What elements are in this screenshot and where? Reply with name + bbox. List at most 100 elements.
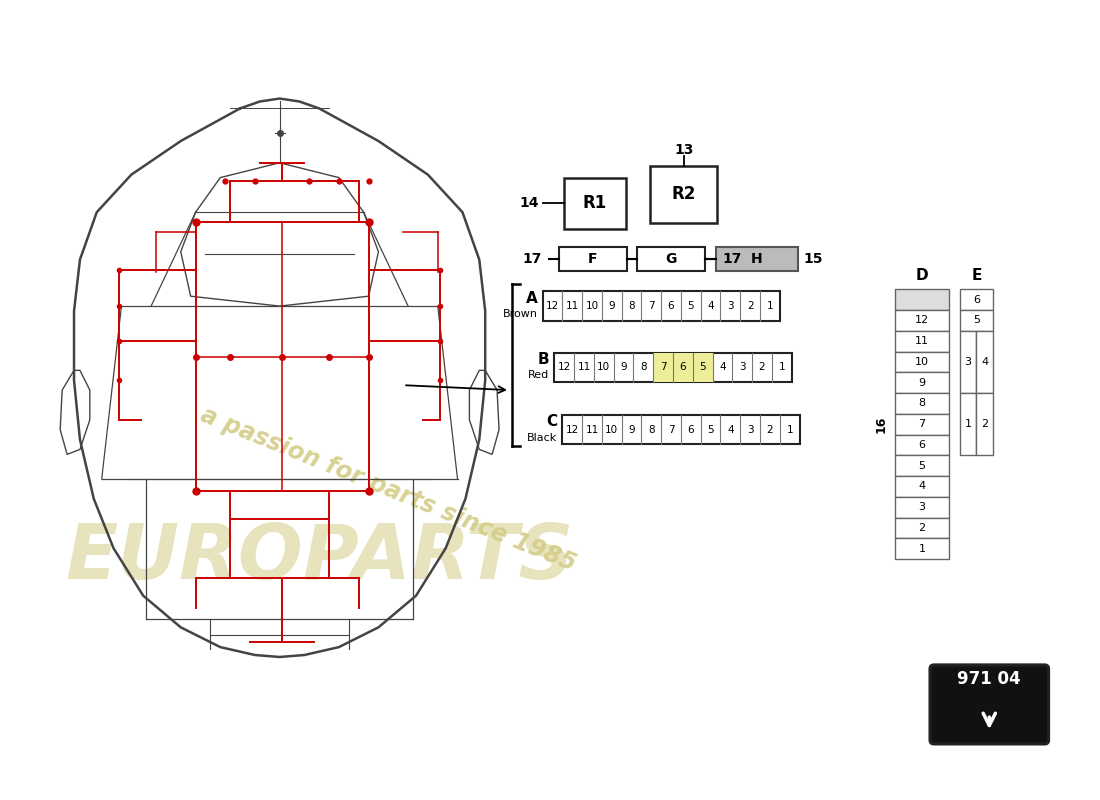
FancyBboxPatch shape [564,178,626,229]
Text: R2: R2 [672,186,696,203]
Text: 10: 10 [597,362,611,372]
Text: 4: 4 [981,357,989,367]
FancyBboxPatch shape [895,434,949,455]
Text: 12: 12 [565,425,579,434]
FancyBboxPatch shape [895,290,949,310]
FancyBboxPatch shape [716,246,798,270]
Text: 10: 10 [915,357,930,367]
Text: 9: 9 [918,378,925,388]
Text: a passion for parts since 1985: a passion for parts since 1985 [197,402,580,575]
FancyBboxPatch shape [959,310,993,331]
FancyBboxPatch shape [895,538,949,559]
Text: C: C [547,414,558,430]
FancyBboxPatch shape [637,246,705,270]
Text: E: E [971,268,981,283]
Text: 3: 3 [965,357,971,367]
FancyBboxPatch shape [693,353,713,382]
Text: 6: 6 [680,362,686,372]
FancyBboxPatch shape [959,290,993,310]
Text: 15: 15 [803,252,823,266]
Text: 9: 9 [608,301,615,311]
FancyBboxPatch shape [977,393,993,455]
Text: 12: 12 [546,301,559,311]
FancyBboxPatch shape [895,455,949,476]
Text: B: B [538,352,549,367]
Text: 4: 4 [719,362,726,372]
Text: 8: 8 [918,398,925,409]
Text: 16: 16 [876,415,888,433]
Text: 11: 11 [915,336,930,346]
Text: 1: 1 [786,425,793,434]
Text: 9: 9 [620,362,627,372]
Text: 3: 3 [727,301,734,311]
Text: 11: 11 [565,301,579,311]
Text: 8: 8 [640,362,647,372]
Text: Red: Red [528,370,549,380]
Text: 2: 2 [918,523,925,533]
FancyBboxPatch shape [895,497,949,518]
FancyBboxPatch shape [895,310,949,331]
Text: 7: 7 [660,362,667,372]
Text: F: F [588,252,597,266]
Text: 5: 5 [700,362,706,372]
Text: 3: 3 [918,502,925,512]
Text: 1: 1 [779,362,785,372]
Text: 4: 4 [707,301,714,311]
FancyBboxPatch shape [895,351,949,372]
FancyBboxPatch shape [930,665,1048,744]
Text: G: G [666,252,676,266]
Text: 6: 6 [688,425,694,434]
FancyBboxPatch shape [650,166,717,223]
FancyBboxPatch shape [895,476,949,497]
Text: 11: 11 [578,362,591,372]
FancyBboxPatch shape [977,331,993,393]
FancyBboxPatch shape [895,414,949,434]
Text: 4: 4 [727,425,734,434]
Text: EUROPARTS: EUROPARTS [65,521,573,595]
Text: 3: 3 [747,425,754,434]
Text: 5: 5 [688,301,694,311]
Text: A: A [526,290,538,306]
Text: 5: 5 [918,461,925,470]
Text: 8: 8 [628,301,635,311]
FancyBboxPatch shape [895,393,949,414]
Text: R1: R1 [583,194,607,212]
FancyBboxPatch shape [542,291,780,321]
FancyBboxPatch shape [653,353,673,382]
FancyBboxPatch shape [673,353,693,382]
Text: 2: 2 [759,362,766,372]
FancyBboxPatch shape [562,415,800,445]
Text: 8: 8 [648,425,654,434]
Text: 9: 9 [628,425,635,434]
FancyBboxPatch shape [959,331,977,393]
Text: 7: 7 [668,425,674,434]
Text: 5: 5 [707,425,714,434]
FancyBboxPatch shape [554,353,792,382]
Text: 10: 10 [585,301,598,311]
Text: 1: 1 [918,544,925,554]
Text: 1: 1 [965,419,971,430]
Text: 14: 14 [519,196,539,210]
Text: H: H [751,252,762,266]
Text: Black: Black [527,433,558,442]
FancyBboxPatch shape [959,393,977,455]
FancyBboxPatch shape [559,246,627,270]
Text: 6: 6 [918,440,925,450]
FancyBboxPatch shape [895,372,949,393]
Text: 2: 2 [981,419,989,430]
Text: 7: 7 [918,419,925,430]
Text: 10: 10 [605,425,618,434]
Text: 1: 1 [767,301,773,311]
Text: 17: 17 [723,252,741,266]
Text: 5: 5 [972,315,980,326]
Text: 7: 7 [648,301,654,311]
Text: 12: 12 [558,362,571,372]
Text: 11: 11 [585,425,598,434]
Text: 2: 2 [747,301,754,311]
Text: 6: 6 [668,301,674,311]
Text: 3: 3 [739,362,746,372]
FancyBboxPatch shape [895,518,949,538]
Text: Brown: Brown [503,309,538,319]
Text: 6: 6 [972,294,980,305]
Text: 12: 12 [915,315,930,326]
